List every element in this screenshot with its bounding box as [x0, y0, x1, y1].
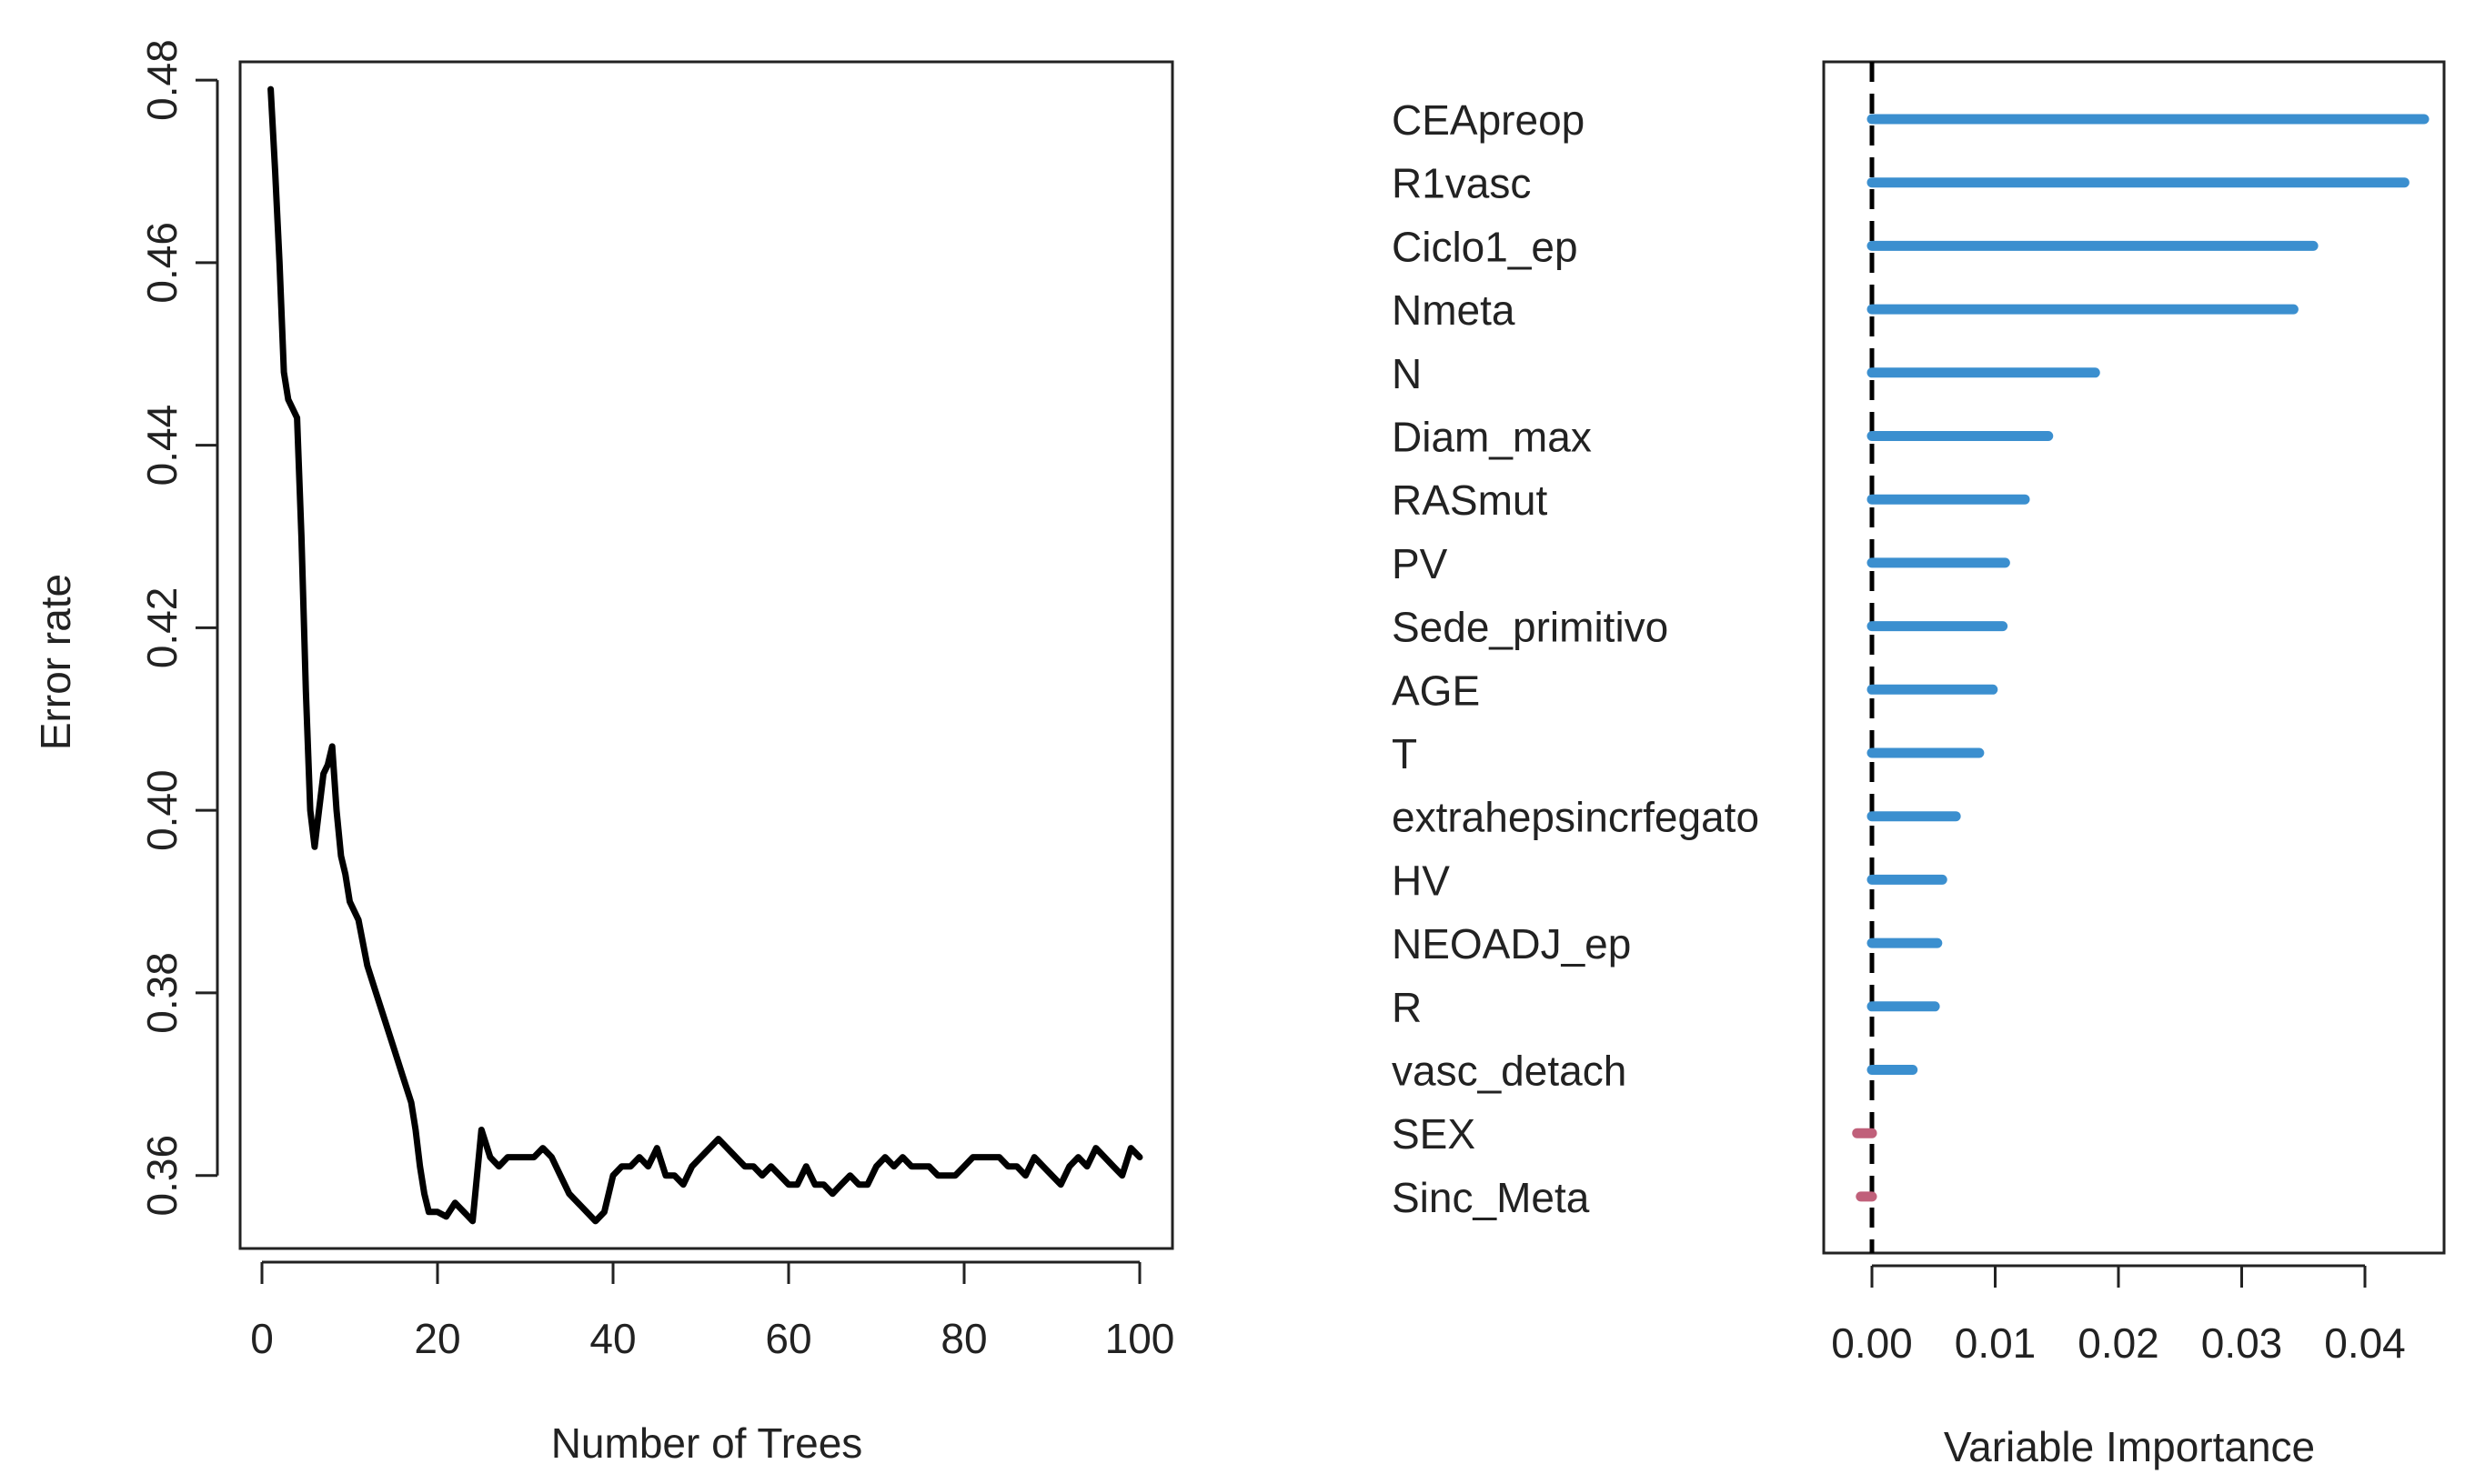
variable-importance-bars: [1852, 62, 2430, 1253]
y-tick-label: 0.36: [138, 1135, 186, 1217]
x-tick-label: 100: [1105, 1315, 1175, 1362]
error-rate-series: [267, 85, 1143, 1225]
variable-label: Sinc_Meta: [1392, 1174, 1590, 1221]
variable-label: N: [1392, 350, 1422, 397]
variable-importance-panel: CEApreop R1vasc Ciclo1_ep Nmeta N Diam_max RAS…: [1392, 60, 2446, 1470]
variable-label: CEApreop: [1392, 96, 1585, 144]
y-tick-label: 0.38: [138, 952, 186, 1034]
variable-label: Ciclo1_ep: [1392, 223, 1578, 270]
x-tick-label: 20: [414, 1315, 460, 1362]
y-tick-label: 0.48: [138, 39, 186, 121]
variable-label: vasc_detach: [1392, 1048, 1626, 1095]
variable-label: Diam_max: [1392, 414, 1592, 461]
variable-label: HV: [1392, 857, 1450, 904]
y-tick-label: 0.46: [138, 222, 186, 304]
variable-label: R: [1392, 984, 1422, 1031]
variable-label: extrahepsincrfegato: [1392, 794, 1759, 841]
variable-label: NEOADJ_ep: [1392, 920, 1631, 968]
variable-label: SEX: [1392, 1110, 1475, 1158]
x-tick-label: 60: [765, 1315, 811, 1362]
y-tick-label: 0.40: [138, 769, 186, 851]
x-tick-label: 0: [250, 1315, 274, 1362]
variable-label: Nmeta: [1392, 286, 1515, 334]
variable-label: Sede_primitivo: [1392, 604, 1668, 651]
y-tick-label: 0.42: [138, 587, 186, 669]
variable-importance-x-axis-title: Variable Importance: [1944, 1423, 2315, 1470]
variable-importance-plot-frame: [1822, 60, 2446, 1255]
x-tick-label: 0.00: [1831, 1319, 1913, 1367]
error-rate-y-axis: 0.36 0.38 0.40 0.42 0.44 0.46 0.48: [138, 39, 219, 1217]
error-rate-x-axis: 0 20 40 60 80 100: [250, 1260, 1175, 1362]
variable-importance-x-axis: 0.00 0.01 0.02 0.03 0.04: [1831, 1264, 2406, 1367]
error-rate-panel: 0 20 40 60 80 100 0.36 0.38 0.40 0.42 0.44 0.46 0.4…: [32, 39, 1174, 1467]
x-tick-label: 0.01: [1955, 1319, 2037, 1367]
error-rate-x-axis-title: Number of Trees: [551, 1419, 863, 1467]
variable-label: R1vasc: [1392, 160, 1531, 207]
y-tick-label: 0.44: [138, 405, 186, 486]
x-tick-label: 80: [941, 1315, 987, 1362]
x-tick-label: 0.04: [2324, 1319, 2406, 1367]
variable-importance-labels: CEApreop R1vasc Ciclo1_ep Nmeta N Diam_max RAS…: [1392, 96, 1759, 1221]
error-rate-y-axis-title: Error rate: [32, 574, 79, 750]
x-tick-label: 40: [589, 1315, 636, 1362]
error-rate-plot-frame: [238, 60, 1174, 1250]
x-tick-label: 0.03: [2201, 1319, 2283, 1367]
error-rate-line: [267, 85, 1143, 1225]
variable-label: RASmut: [1392, 476, 1547, 524]
variable-label: PV: [1392, 540, 1448, 587]
variable-label: T: [1392, 730, 1417, 777]
x-tick-label: 0.02: [2078, 1319, 2159, 1367]
variable-label: AGE: [1392, 667, 1480, 714]
